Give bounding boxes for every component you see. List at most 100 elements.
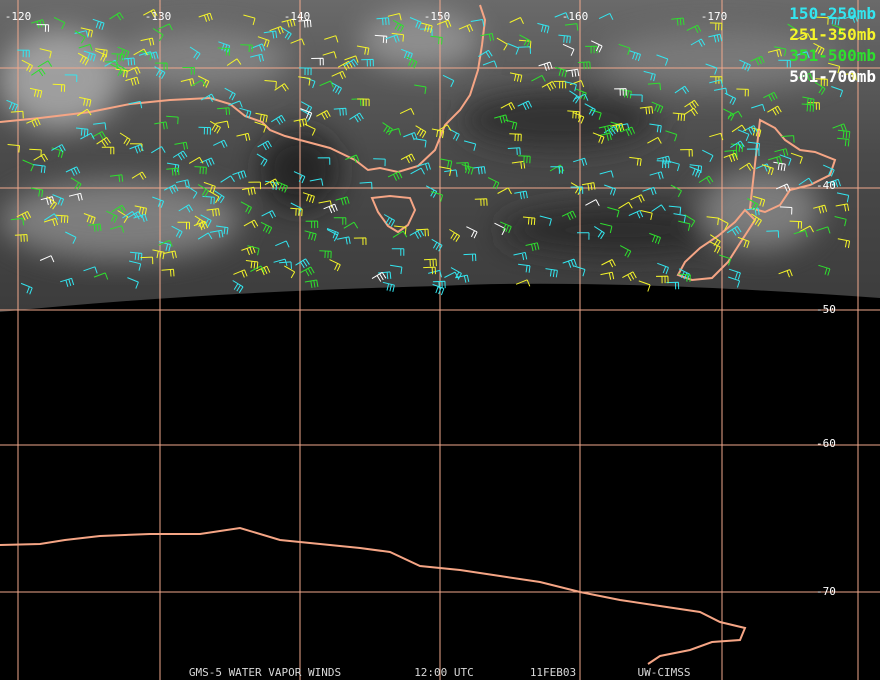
wind-barb	[182, 67, 195, 75]
wind-barb	[374, 34, 388, 44]
wind-barb	[482, 60, 498, 68]
wind-barb	[436, 19, 452, 28]
wind-barb	[152, 249, 165, 260]
wind-barb	[151, 146, 166, 154]
wind-barb	[333, 107, 347, 116]
wind-barb	[649, 123, 662, 133]
wind-barb	[607, 206, 620, 218]
wind-barb	[91, 131, 107, 140]
wind-barb	[17, 49, 30, 58]
wind-barb	[761, 164, 774, 176]
wind-barb	[92, 18, 105, 30]
wind-barb	[109, 12, 124, 21]
wind-barb	[423, 258, 437, 267]
wind-barb	[29, 87, 43, 98]
wind-barb	[816, 16, 829, 25]
wind-barb	[36, 24, 50, 32]
wind-barb	[323, 203, 338, 214]
wind-barb	[125, 76, 140, 86]
wind-barb	[513, 252, 528, 261]
wind-barb	[531, 74, 546, 82]
wind-barb	[64, 74, 78, 83]
wind-barb	[541, 81, 557, 91]
wind-barb	[665, 130, 678, 142]
wind-barb	[798, 177, 814, 186]
wind-barb	[403, 132, 418, 141]
wind-barb	[316, 110, 331, 120]
wind-barb	[163, 250, 177, 259]
wind-barb	[545, 268, 558, 278]
wind-barb	[74, 30, 89, 38]
wind-barb	[470, 19, 485, 27]
wind-barb	[241, 245, 256, 256]
wind-barb	[655, 275, 669, 284]
wind-barb	[101, 146, 115, 155]
wind-barb	[83, 50, 96, 62]
wind-barb	[590, 40, 603, 53]
wind-barb	[678, 268, 691, 281]
wind-barb	[228, 100, 243, 108]
wind-barb	[558, 34, 571, 44]
wind-barb	[415, 125, 427, 139]
wind-barb	[298, 19, 312, 28]
wind-barb	[670, 184, 682, 198]
wind-barb	[281, 18, 296, 28]
wind-barb	[83, 213, 96, 225]
wind-barb	[318, 200, 333, 208]
wind-barb	[564, 23, 579, 31]
wind-barb	[209, 120, 221, 134]
wind-barb	[40, 196, 55, 206]
wind-barb	[514, 190, 528, 200]
wind-barb	[647, 82, 661, 91]
wind-barb	[573, 265, 586, 277]
wind-barb	[257, 140, 272, 151]
wind-barb	[600, 271, 615, 280]
wind-barb	[400, 153, 416, 164]
wind-barb	[30, 187, 44, 197]
wind-barb	[742, 125, 758, 135]
wind-barb	[831, 86, 844, 98]
wind-barb	[385, 34, 400, 43]
wind-barb	[295, 258, 310, 269]
wind-barb	[480, 33, 494, 42]
wind-barb	[763, 91, 778, 102]
latitude-label: -70	[816, 585, 836, 598]
wind-barb	[730, 140, 745, 149]
wind-barb	[382, 122, 393, 136]
wind-barb	[538, 61, 553, 71]
wind-barb	[630, 194, 645, 203]
wind-barb	[158, 239, 173, 247]
wind-barb	[643, 70, 656, 82]
wind-barb	[671, 17, 685, 26]
wind-barb	[276, 180, 288, 193]
wind-barb	[774, 148, 789, 157]
wind-barb	[220, 175, 235, 183]
wind-barb	[140, 37, 155, 46]
wind-barb	[553, 80, 567, 89]
wind-barb	[826, 178, 841, 189]
wind-barb	[255, 112, 268, 123]
wind-barb	[649, 171, 664, 180]
wind-barb	[290, 38, 305, 46]
longitude-label: -140	[284, 10, 311, 23]
wind-barb	[126, 66, 141, 75]
wind-barb	[494, 114, 509, 124]
wind-barb	[494, 222, 506, 236]
wind-barb	[728, 276, 741, 288]
wind-barb	[309, 178, 324, 186]
wind-barb	[401, 48, 413, 61]
wind-barb	[386, 128, 402, 136]
wind-barb	[53, 16, 66, 30]
wind-barb	[390, 264, 403, 275]
wind-barb	[264, 80, 277, 89]
wind-barb	[14, 234, 28, 242]
wind-barb	[515, 279, 531, 287]
wind-barb	[394, 225, 407, 235]
wind-barb	[39, 48, 52, 59]
wind-barb	[690, 38, 706, 47]
wind-barb	[683, 107, 699, 116]
wind-barb	[569, 80, 585, 88]
wind-barb	[668, 205, 682, 215]
wind-barb	[127, 211, 143, 220]
wind-barb	[239, 107, 252, 119]
